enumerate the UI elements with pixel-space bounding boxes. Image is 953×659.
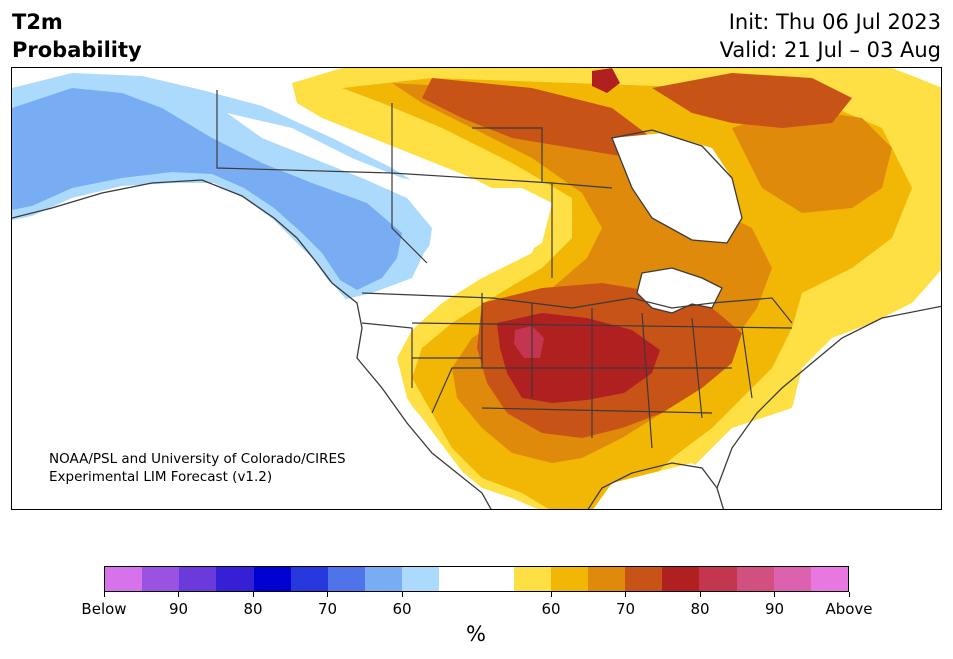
- credit-line-1: NOAA/PSL and University of Colorado/CIRE…: [49, 451, 346, 467]
- colorbar-segment-above: [588, 567, 626, 591]
- colorbar-segment-below: [327, 567, 366, 591]
- colorbar-segment-above: [699, 567, 737, 591]
- coastlines: [12, 129, 941, 509]
- colorbar-segment-neutral: [439, 567, 514, 591]
- ocean-atlantic: [732, 313, 941, 509]
- colorbar-tick-label: 90: [168, 600, 189, 618]
- colorbar-tick: [103, 592, 105, 597]
- colorbar-unit: %: [466, 622, 486, 646]
- colorbar-segment-below: [253, 567, 291, 591]
- map-panel: [11, 67, 942, 510]
- colorbar-tick-label: 70: [615, 600, 636, 618]
- colorbar-tick-label: 90: [764, 600, 785, 618]
- colorbar-tick-label: 80: [690, 600, 710, 618]
- title-dates: Init: Thu 06 Jul 2023 Valid: 21 Jul – 03…: [720, 8, 941, 64]
- colorbar-tick-label: 60: [541, 600, 561, 618]
- above-70-region-east: [732, 108, 892, 213]
- colorbar-tick: [327, 592, 328, 597]
- great-lakes: [637, 268, 722, 313]
- product-label: Probability: [12, 38, 142, 62]
- colorbar-segment-below: [105, 567, 143, 591]
- colorbar-segment-below: [216, 567, 254, 591]
- colorbar-tick-label: Below: [81, 600, 127, 618]
- variable-label: T2m: [12, 10, 63, 34]
- credit-text: NOAA/PSL and University of Colorado/CIRE…: [49, 450, 346, 486]
- political-borders: [216, 90, 793, 449]
- colorbar-segment-above: [513, 567, 551, 591]
- probability-map: [12, 68, 941, 509]
- colorbar-tick-label: 70: [317, 600, 338, 618]
- colorbar-segment-below: [365, 567, 403, 591]
- ocean-pacific: [12, 198, 491, 509]
- ocean-gulf: [593, 463, 731, 509]
- colorbar-tick-label: Above: [825, 600, 873, 618]
- valid-date: Valid: 21 Jul – 03 Aug: [719, 38, 941, 62]
- colorbar-tick: [401, 592, 403, 597]
- colorbar-segment-above: [625, 567, 663, 591]
- hudson-bay: [612, 133, 742, 243]
- colorbar-tick: [774, 592, 775, 597]
- colorbar-segment-above: [550, 567, 589, 591]
- colorbar-tick: [625, 592, 626, 597]
- colorbar-segment-above: [736, 567, 774, 591]
- below-70-region: [12, 88, 402, 290]
- above-80-spot-north: [592, 68, 620, 93]
- colorbar-tick: [848, 592, 850, 597]
- above-75-region-northeast: [652, 73, 852, 128]
- colorbar-tick: [178, 592, 179, 597]
- colorbar-segment-below: [179, 567, 217, 591]
- colorbar-tick-label: 80: [243, 600, 263, 618]
- colorbar: [104, 566, 849, 592]
- neutral-region: [227, 113, 552, 283]
- colorbar-segment-below: [142, 567, 180, 591]
- colorbar-tick: [252, 592, 254, 597]
- colorbar-segment-below: [402, 567, 440, 591]
- colorbar-tick: [550, 592, 552, 597]
- colorbar-segment-above: [662, 567, 700, 591]
- colorbar-segment-above: [810, 567, 849, 591]
- credit-line-2: Experimental LIM Forecast (v1.2): [49, 469, 273, 485]
- above-75-region: [422, 78, 652, 158]
- title-variable-product: T2m Probability: [12, 8, 142, 64]
- above-85-region: [514, 326, 544, 358]
- colorbar-tick: [699, 592, 701, 597]
- colorbar-segment-above: [773, 567, 811, 591]
- init-date: Init: Thu 06 Jul 2023: [728, 10, 941, 34]
- colorbar-tick-label: 60: [392, 600, 412, 618]
- colorbar-segment-below: [290, 567, 328, 591]
